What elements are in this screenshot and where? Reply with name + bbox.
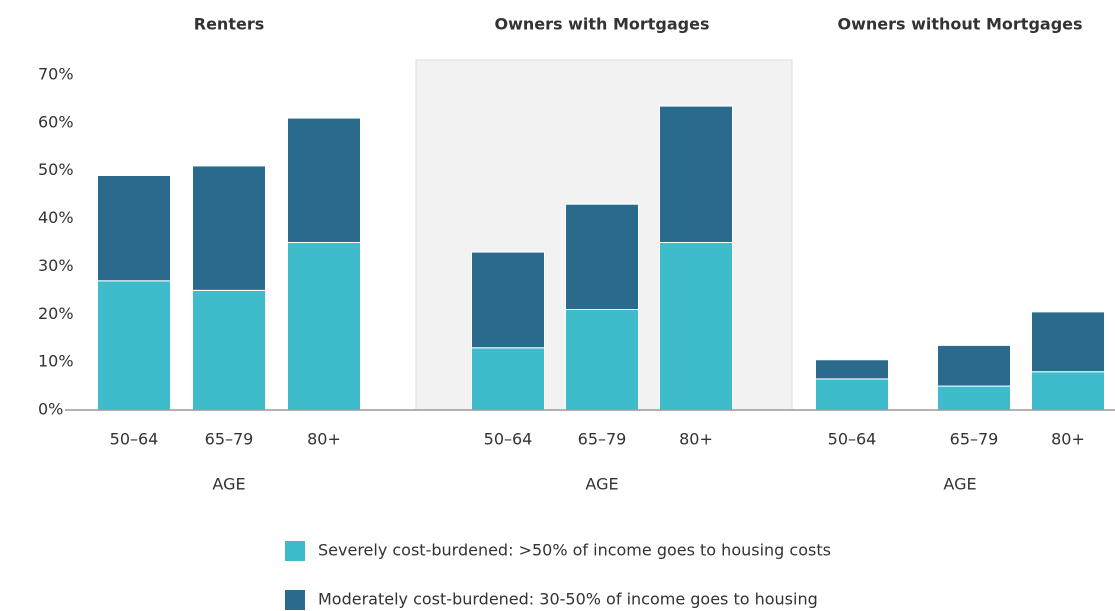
legend-label: Moderately cost-burdened: 30-50% of inco… [318, 590, 818, 609]
bar-segment [659, 105, 733, 243]
x-tick-label: 50–64 [110, 430, 159, 449]
bar-segment [471, 347, 545, 411]
x-tick-label: 65–79 [578, 430, 627, 449]
bar-segment [192, 165, 266, 291]
bar-segment [97, 175, 171, 282]
bar-segment [287, 117, 361, 243]
bar-segment [192, 289, 266, 411]
bar-segment [97, 280, 171, 411]
x-tick-label: 65–79 [950, 430, 999, 449]
y-tick-label: 20% [38, 304, 74, 323]
x-tick-label: 80+ [679, 430, 713, 449]
y-tick-label: 50% [38, 160, 74, 179]
x-tick-label: 65–79 [205, 430, 254, 449]
panel-title: Owners without Mortgages [837, 15, 1082, 34]
x-axis-label: AGE [212, 475, 245, 494]
x-tick-label: 50–64 [828, 430, 877, 449]
panel-title: Owners with Mortgages [494, 15, 709, 34]
legend-swatch [285, 590, 305, 610]
bar-segment [937, 344, 1011, 387]
legend-label: Severely cost-burdened: >50% of income g… [318, 541, 831, 560]
bar-segment [1031, 311, 1105, 373]
x-axis-label: AGE [943, 475, 976, 494]
panel-title: Renters [194, 15, 264, 34]
bar-segment [1031, 371, 1105, 411]
y-tick-label: 10% [38, 352, 74, 371]
bar-segment [565, 203, 639, 310]
bar-segment [815, 359, 889, 380]
x-tick-label: 80+ [307, 430, 341, 449]
bar-segment [815, 378, 889, 411]
bar-segment [565, 309, 639, 411]
bar-segment [287, 242, 361, 411]
bar-segment [659, 242, 733, 411]
y-tick-label: 40% [38, 208, 74, 227]
y-tick-label: 70% [38, 65, 74, 84]
bar-segment [471, 251, 545, 349]
x-axis-label: AGE [585, 475, 618, 494]
y-tick-label: 60% [38, 112, 74, 131]
legend-swatch [285, 541, 305, 561]
x-tick-label: 80+ [1051, 430, 1085, 449]
y-tick-label: 0% [38, 400, 63, 419]
x-tick-label: 50–64 [484, 430, 533, 449]
y-tick-label: 30% [38, 256, 74, 275]
bar-segment [937, 385, 1011, 411]
